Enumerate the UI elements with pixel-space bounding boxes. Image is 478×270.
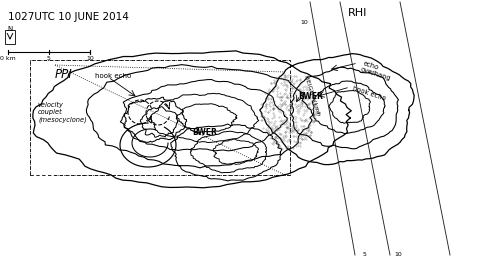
Text: 5: 5 (316, 113, 320, 117)
Text: 10: 10 (86, 56, 94, 61)
Text: 5: 5 (47, 56, 51, 61)
Text: N: N (7, 26, 12, 32)
Bar (30, 60, 290, 175)
Text: 0 km: 0 km (0, 56, 16, 61)
Text: hook echo: hook echo (95, 73, 131, 79)
Text: RHI: RHI (348, 8, 368, 18)
Text: BWER: BWER (192, 128, 217, 137)
Text: PPI: PPI (55, 68, 73, 81)
Text: 10: 10 (300, 19, 308, 25)
Text: 10: 10 (394, 252, 402, 257)
Text: BWER: BWER (298, 92, 323, 101)
Bar (5, 30, 15, 44)
Text: velocity
couplet
(mesocyclone): velocity couplet (mesocyclone) (38, 102, 87, 123)
Text: HEIGHT (km): HEIGHT (km) (304, 75, 321, 115)
Text: hook echo: hook echo (352, 85, 387, 102)
Text: 5: 5 (363, 252, 367, 257)
Text: 1027UTC 10 JUNE 2014: 1027UTC 10 JUNE 2014 (8, 12, 129, 22)
Text: echo
overhang: echo overhang (360, 60, 394, 82)
